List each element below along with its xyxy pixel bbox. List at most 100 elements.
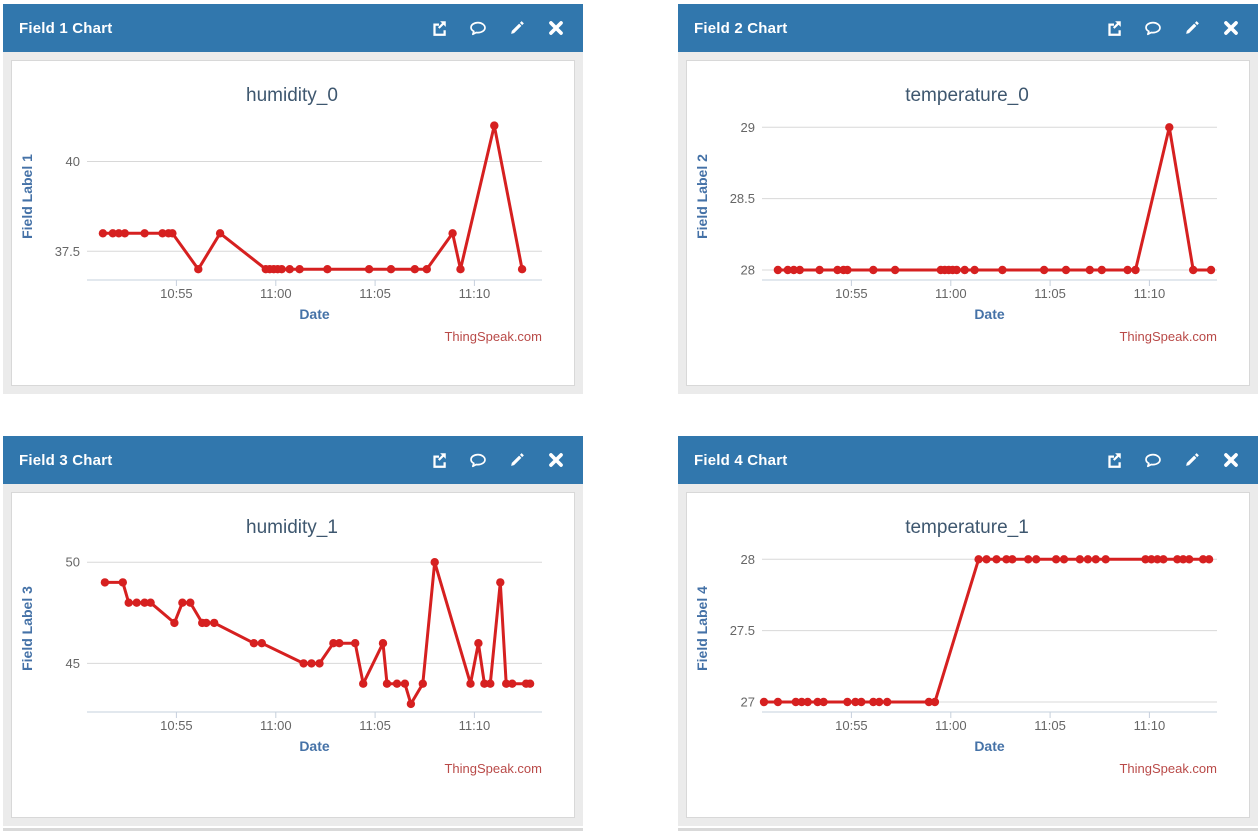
data-point <box>1159 555 1168 564</box>
data-point <box>400 679 410 688</box>
pencil-icon[interactable] <box>508 19 526 37</box>
data-point <box>120 229 129 238</box>
x-tick-label: 11:05 <box>1034 286 1066 301</box>
data-point <box>466 679 475 688</box>
line-chart-humidity-1: 45 50 10:55 11:00 11:05 11:10 humidity_1 Field … <box>19 517 542 776</box>
data-point <box>359 679 368 688</box>
y-tick-label: 29 <box>741 120 755 135</box>
external-link-icon[interactable] <box>430 451 448 469</box>
data-point <box>194 265 203 274</box>
data-point <box>883 697 892 707</box>
credits-link[interactable]: ThingSpeak.com <box>1119 329 1217 344</box>
chart-humidity-1: 45 50 10:55 11:00 11:05 11:10 humidity_1 Field … <box>11 492 575 818</box>
data-point <box>1008 555 1017 564</box>
data-point <box>791 697 800 707</box>
panel-title: Field 2 Chart <box>694 19 788 37</box>
y-axis-title: Field Label 3 <box>19 586 35 671</box>
data-point <box>1123 265 1132 275</box>
data-point <box>843 697 852 707</box>
data-point <box>98 229 108 238</box>
data-point <box>843 265 852 275</box>
close-icon[interactable] <box>1222 451 1240 469</box>
data-point <box>277 265 286 274</box>
x-axis-title: Date <box>974 306 1005 322</box>
data-point <box>1147 555 1156 564</box>
data-point <box>456 265 465 274</box>
data-point <box>890 265 900 275</box>
data-point <box>789 265 798 275</box>
series-line <box>101 124 524 271</box>
comment-icon[interactable] <box>469 19 487 37</box>
panel-field-3-chart: Field 3 Chart 45 50 10:55 11:00 11:05 11:10 hu… <box>3 436 583 826</box>
data-point <box>108 229 118 238</box>
data-point <box>869 265 878 275</box>
line-chart-humidity-0: 37.5 40 10:55 11:00 11:05 11:10 humidity_0 Fiel… <box>19 85 542 344</box>
credits-link[interactable]: ThingSpeak.com <box>444 761 542 776</box>
data-point <box>382 679 392 688</box>
panel-title: Field 4 Chart <box>694 451 788 469</box>
panel-header[interactable]: Field 1 Chart <box>3 4 583 52</box>
data-point <box>1101 555 1110 564</box>
panel-header-actions <box>1105 19 1240 37</box>
data-point <box>1075 555 1085 564</box>
data-point <box>970 265 979 275</box>
pencil-icon[interactable] <box>508 451 526 469</box>
x-tick-label: 10:55 <box>160 718 193 733</box>
chart-title: temperature_0 <box>905 85 1029 106</box>
x-tick-label: 11:00 <box>935 286 967 301</box>
data-point <box>351 639 360 648</box>
panel-header[interactable]: Field 2 Chart <box>678 4 1258 52</box>
data-point <box>960 265 969 275</box>
data-point <box>202 618 211 628</box>
x-tick-label: 11:00 <box>935 718 967 733</box>
y-tick-label: 50 <box>66 555 80 570</box>
panel-title: Field 3 Chart <box>19 451 113 469</box>
data-point <box>496 578 505 587</box>
data-point <box>992 555 1001 564</box>
close-icon[interactable] <box>547 451 565 469</box>
data-point <box>1085 265 1094 275</box>
close-icon[interactable] <box>1222 19 1240 37</box>
data-point <box>998 265 1007 275</box>
y-axis-title: Field Label 4 <box>694 586 710 671</box>
external-link-icon[interactable] <box>430 19 448 37</box>
credits-link[interactable]: ThingSpeak.com <box>444 329 542 344</box>
data-point <box>124 598 133 607</box>
x-tick-label: 11:10 <box>459 286 491 301</box>
data-point <box>335 639 344 648</box>
data-point <box>215 229 225 238</box>
data-point <box>307 659 316 668</box>
comment-icon[interactable] <box>469 451 487 469</box>
data-point <box>315 659 324 668</box>
comment-icon[interactable] <box>1144 451 1162 469</box>
data-point <box>857 697 866 707</box>
data-point <box>285 265 294 274</box>
external-link-icon[interactable] <box>1105 19 1123 37</box>
credits-link[interactable]: ThingSpeak.com <box>1119 761 1217 776</box>
pencil-icon[interactable] <box>1183 451 1201 469</box>
panel-header[interactable]: Field 3 Chart <box>3 436 583 484</box>
y-tick-label: 28 <box>741 552 755 567</box>
data-point <box>1185 555 1194 564</box>
data-point <box>1189 265 1198 275</box>
dashboard-grid: Field 1 Chart 37.5 40 10:55 11:00 11:05 11:10… <box>3 4 1258 826</box>
panel-header[interactable]: Field 4 Chart <box>678 436 1258 484</box>
data-point <box>1091 555 1100 564</box>
data-point <box>249 639 259 648</box>
data-point <box>1051 555 1061 564</box>
x-tick-label: 11:10 <box>459 718 491 733</box>
pencil-icon[interactable] <box>1183 19 1201 37</box>
comment-icon[interactable] <box>1144 19 1162 37</box>
data-point <box>875 697 884 707</box>
x-tick-label: 11:10 <box>1134 286 1166 301</box>
external-link-icon[interactable] <box>1105 451 1123 469</box>
x-axis-title: Date <box>299 306 330 322</box>
data-point <box>783 265 792 275</box>
data-point <box>1059 555 1069 564</box>
data-point <box>1165 123 1174 132</box>
close-icon[interactable] <box>547 19 565 37</box>
x-tick-label: 10:55 <box>835 286 868 301</box>
data-point <box>430 558 439 567</box>
panel-field-1-chart: Field 1 Chart 37.5 40 10:55 11:00 11:05 11:10… <box>3 4 583 394</box>
data-point <box>168 229 177 238</box>
